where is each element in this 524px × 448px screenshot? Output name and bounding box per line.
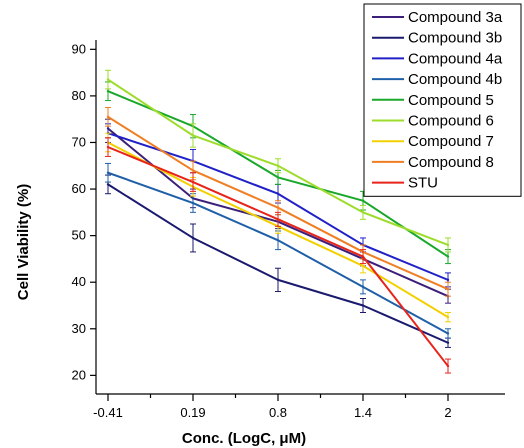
series-layer bbox=[105, 69, 451, 374]
data-point bbox=[276, 206, 280, 209]
series-compound-3b bbox=[105, 174, 451, 348]
x-tick-label: 1.4 bbox=[354, 405, 372, 420]
legend-entry-label: Compound 4b bbox=[408, 71, 502, 88]
data-point bbox=[361, 304, 365, 307]
data-point bbox=[446, 364, 450, 368]
x-tick-label: 0.19 bbox=[180, 405, 205, 420]
data-point bbox=[276, 164, 280, 167]
y-tick-label: 20 bbox=[72, 367, 86, 382]
y-tick-label: 70 bbox=[72, 134, 86, 149]
data-point bbox=[446, 287, 450, 291]
data-point bbox=[106, 115, 110, 119]
y-tick-label: 30 bbox=[72, 321, 86, 336]
x-tick-label: -0.41 bbox=[93, 405, 123, 420]
data-point bbox=[191, 236, 195, 240]
x-axis-label: Conc. (LogC, μM) bbox=[182, 430, 306, 447]
y-axis-label: Cell Viability (%) bbox=[15, 184, 32, 300]
x-tick-label: 0.8 bbox=[269, 405, 287, 420]
data-point bbox=[106, 78, 110, 81]
data-point bbox=[361, 199, 365, 202]
data-point bbox=[446, 341, 450, 344]
y-tick-label: 60 bbox=[72, 181, 86, 196]
data-point bbox=[191, 169, 195, 172]
series-compound-4b bbox=[105, 162, 451, 339]
data-point bbox=[106, 90, 110, 93]
data-point bbox=[446, 243, 450, 247]
data-point bbox=[276, 192, 280, 195]
legend-entry-label: Compound 3a bbox=[408, 9, 503, 26]
y-tick-label: 40 bbox=[72, 274, 86, 289]
data-point bbox=[106, 171, 110, 174]
y-tick-label: 50 bbox=[72, 228, 86, 243]
data-point bbox=[446, 315, 450, 319]
legend-entry-label: Compound 8 bbox=[408, 154, 494, 171]
data-point bbox=[276, 239, 280, 242]
axes: 20 30 40 50 60 70 80 90 -0.41 0.19 0.8 1.4 2 bbox=[72, 40, 505, 420]
data-point bbox=[446, 332, 450, 335]
data-point bbox=[191, 180, 195, 184]
legend-entry-label: Compound 5 bbox=[408, 92, 494, 109]
legend-entry-label: Compound 4a bbox=[408, 50, 503, 67]
data-point bbox=[276, 278, 280, 282]
data-point bbox=[276, 176, 280, 179]
x-tick-label: 2 bbox=[444, 405, 451, 420]
data-point bbox=[361, 285, 365, 289]
series-compound-6 bbox=[105, 69, 451, 253]
legend-entry-label: Compound 3b bbox=[408, 30, 502, 47]
y-tick-label: 80 bbox=[72, 88, 86, 103]
data-point bbox=[361, 264, 365, 268]
series-stu bbox=[105, 137, 451, 374]
data-point bbox=[361, 255, 365, 258]
data-point bbox=[106, 145, 110, 149]
data-point bbox=[191, 201, 195, 205]
data-point bbox=[276, 218, 280, 221]
data-point bbox=[446, 278, 450, 282]
data-point bbox=[361, 211, 365, 214]
legend: Compound 3a Compound 3b Compound 4a Compoun… bbox=[363, 3, 522, 197]
data-point bbox=[446, 255, 450, 258]
data-point bbox=[191, 134, 195, 137]
data-point bbox=[106, 183, 110, 186]
legend-entry-label: STU bbox=[408, 175, 438, 192]
legend-entry-label: Compound 7 bbox=[408, 133, 494, 150]
y-tick-label: 90 bbox=[72, 41, 86, 56]
legend-entry-label: Compound 6 bbox=[408, 113, 494, 130]
